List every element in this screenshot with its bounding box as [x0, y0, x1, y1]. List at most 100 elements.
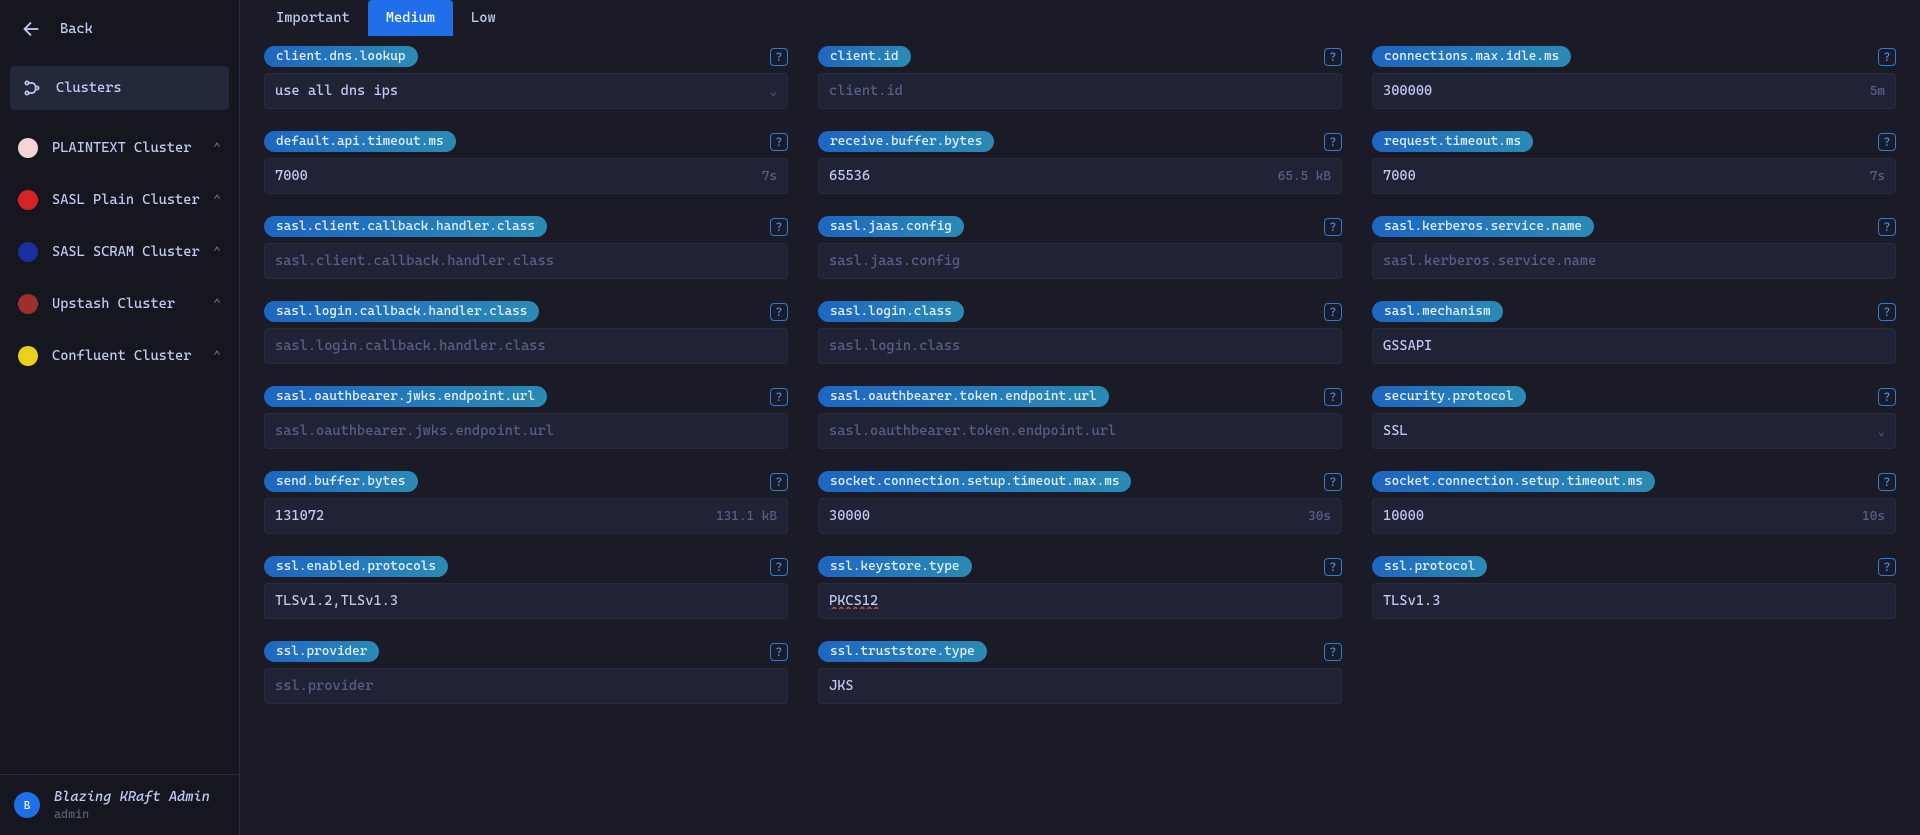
sidebar-cluster-item[interactable]: PLAINTEXT Cluster⌃ — [10, 124, 229, 172]
config-input-sasl-oauthbearer-jwks-endpoint-url[interactable] — [275, 423, 777, 439]
config-suffix: 10s — [1862, 509, 1885, 524]
help-icon[interactable]: ? — [1878, 473, 1896, 491]
help-icon[interactable]: ? — [770, 218, 788, 236]
config-request-timeout-ms: request.timeout.ms? 7s — [1372, 131, 1896, 194]
sidebar-footer[interactable]: B Blazing KRaft Admin admin — [0, 774, 239, 835]
chevron-down-icon[interactable]: ⌄ — [1878, 424, 1885, 438]
help-icon[interactable]: ? — [1878, 558, 1896, 576]
config-input-socket-connection-setup-timeout-max-ms[interactable] — [829, 508, 1300, 524]
config-label-pill: security.protocol — [1372, 386, 1526, 407]
config-label-pill: sasl.oauthbearer.token.endpoint.url — [818, 386, 1109, 407]
sidebar-cluster-item[interactable]: SASL Plain Cluster⌃ — [10, 176, 229, 224]
help-icon[interactable]: ? — [1324, 388, 1342, 406]
config-ssl-keystore-type: ssl.keystore.type? — [818, 556, 1342, 619]
config-input-sasl-client-callback-handler-class[interactable] — [275, 253, 777, 269]
config-ssl-truststore-type: ssl.truststore.type? — [818, 641, 1342, 704]
main-panel: ImportantMediumLow client.dns.lookup?⌄cl… — [240, 0, 1920, 835]
config-sasl-jaas-config: sasl.jaas.config? — [818, 216, 1342, 279]
config-input-sasl-login-class[interactable] — [829, 338, 1331, 354]
config-input-socket-connection-setup-timeout-ms[interactable] — [1383, 508, 1854, 524]
config-input-send-buffer-bytes[interactable] — [275, 508, 708, 524]
config-label-pill: client.id — [818, 46, 911, 67]
config-label-pill: sasl.mechanism — [1372, 301, 1503, 322]
config-label-pill: sasl.client.callback.handler.class — [264, 216, 547, 237]
config-input-wrap: 5m — [1372, 73, 1896, 109]
config-input-wrap — [264, 413, 788, 449]
config-input-wrap: ⌄ — [1372, 413, 1896, 449]
cluster-label: Confluent Cluster — [52, 348, 213, 364]
help-icon[interactable]: ? — [1324, 303, 1342, 321]
cluster-color-dot — [18, 138, 38, 158]
config-default-api-timeout-ms: default.api.timeout.ms?7s — [264, 131, 788, 194]
config-input-receive-buffer-bytes[interactable] — [829, 168, 1270, 184]
config-client-dns-lookup: client.dns.lookup?⌄ — [264, 46, 788, 109]
help-icon[interactable]: ? — [1324, 48, 1342, 66]
help-icon[interactable]: ? — [1324, 558, 1342, 576]
help-icon[interactable]: ? — [1878, 303, 1896, 321]
config-input-security-protocol[interactable] — [1383, 423, 1870, 439]
clusters-icon — [22, 78, 42, 98]
tab-low[interactable]: Low — [453, 0, 514, 36]
sidebar-cluster-item[interactable]: Confluent Cluster⌃ — [10, 332, 229, 380]
config-label-pill: sasl.oauthbearer.jwks.endpoint.url — [264, 386, 547, 407]
config-input-ssl-truststore-type[interactable] — [829, 678, 1331, 694]
config-label-pill: send.buffer.bytes — [264, 471, 418, 492]
config-sasl-mechanism: sasl.mechanism? — [1372, 301, 1896, 364]
tab-important[interactable]: Important — [258, 0, 368, 36]
help-icon[interactable]: ? — [770, 48, 788, 66]
sidebar: Back Clusters PLAINTEXT Cluster⌃SASL Pla… — [0, 0, 240, 835]
config-socket-connection-setup-timeout-max-ms: socket.connection.setup.timeout.max.ms?3… — [818, 471, 1342, 534]
help-icon[interactable]: ? — [770, 388, 788, 406]
config-input-request-timeout-ms[interactable] — [1383, 168, 1862, 184]
cluster-list: PLAINTEXT Cluster⌃SASL Plain Cluster⌃SAS… — [0, 120, 239, 384]
help-icon[interactable]: ? — [1324, 218, 1342, 236]
tab-medium[interactable]: Medium — [368, 0, 453, 36]
sidebar-cluster-item[interactable]: Upstash Cluster⌃ — [10, 280, 229, 328]
config-input-wrap — [1372, 243, 1896, 279]
cluster-color-dot — [18, 242, 38, 262]
config-input-ssl-enabled-protocols[interactable] — [275, 593, 777, 609]
config-input-ssl-provider[interactable] — [275, 678, 777, 694]
help-icon[interactable]: ? — [770, 303, 788, 321]
config-input-sasl-login-callback-handler-class[interactable] — [275, 338, 777, 354]
help-icon[interactable]: ? — [770, 643, 788, 661]
help-icon[interactable]: ? — [1324, 133, 1342, 151]
config-input-connections-max-idle-ms[interactable] — [1383, 83, 1862, 99]
config-sasl-oauthbearer-jwks-endpoint-url: sasl.oauthbearer.jwks.endpoint.url? — [264, 386, 788, 449]
back-label: Back — [60, 21, 93, 37]
help-icon[interactable]: ? — [1878, 388, 1896, 406]
config-input-wrap — [264, 243, 788, 279]
config-input-sasl-mechanism[interactable] — [1383, 338, 1885, 354]
config-connections-max-idle-ms: connections.max.idle.ms?5m — [1372, 46, 1896, 109]
help-icon[interactable]: ? — [770, 473, 788, 491]
sidebar-cluster-item[interactable]: SASL SCRAM Cluster⌃ — [10, 228, 229, 276]
chevron-down-icon[interactable]: ⌄ — [770, 84, 777, 98]
config-sasl-login-class: sasl.login.class? — [818, 301, 1342, 364]
back-button[interactable]: Back — [0, 0, 239, 58]
config-input-sasl-oauthbearer-token-endpoint-url[interactable] — [829, 423, 1331, 439]
config-input-default-api-timeout-ms[interactable] — [275, 168, 754, 184]
config-input-wrap — [818, 583, 1342, 619]
config-input-sasl-kerberos-service-name[interactable] — [1383, 253, 1885, 269]
help-icon[interactable]: ? — [1324, 643, 1342, 661]
config-input-wrap — [818, 668, 1342, 704]
config-input-sasl-jaas-config[interactable] — [829, 253, 1331, 269]
help-icon[interactable]: ? — [1878, 133, 1896, 151]
importance-tabs: ImportantMediumLow — [240, 0, 1920, 36]
help-icon[interactable]: ? — [1878, 48, 1896, 66]
config-ssl-enabled-protocols: ssl.enabled.protocols? — [264, 556, 788, 619]
config-input-wrap: 65.5 kB — [818, 158, 1342, 194]
config-input-ssl-protocol[interactable] — [1383, 593, 1885, 609]
help-icon[interactable]: ? — [770, 133, 788, 151]
config-input-ssl-keystore-type[interactable] — [829, 593, 1331, 609]
help-icon[interactable]: ? — [1878, 218, 1896, 236]
help-icon[interactable]: ? — [770, 558, 788, 576]
config-label-pill: request.timeout.ms — [1372, 131, 1533, 152]
sidebar-section-clusters[interactable]: Clusters — [10, 66, 229, 110]
config-input-wrap: 7s — [1372, 158, 1896, 194]
config-input-client-dns-lookup[interactable] — [275, 83, 762, 99]
config-suffix: 7s — [762, 169, 777, 184]
help-icon[interactable]: ? — [1324, 473, 1342, 491]
config-input-wrap: 131.1 kB — [264, 498, 788, 534]
config-input-client-id[interactable] — [829, 83, 1331, 99]
